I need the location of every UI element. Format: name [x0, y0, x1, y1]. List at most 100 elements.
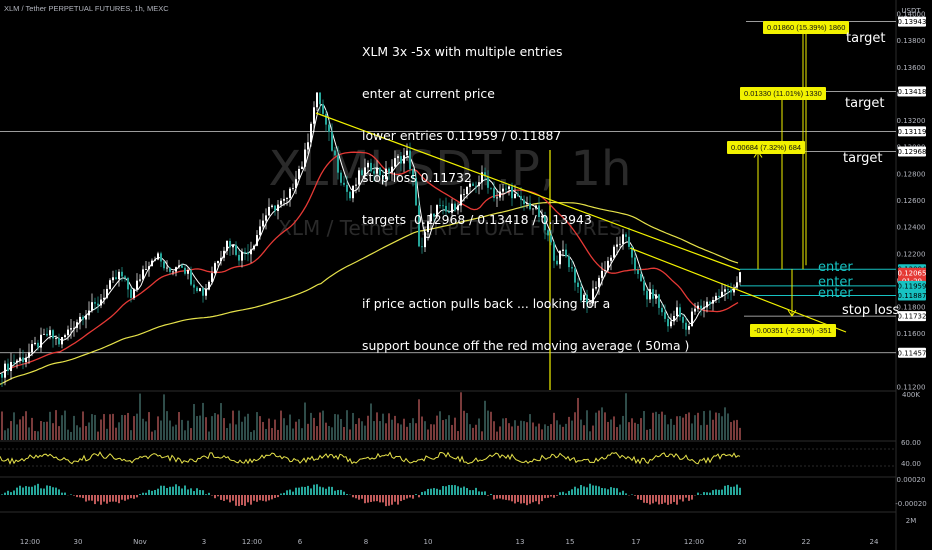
macd-bar	[466, 488, 468, 495]
macd-bar	[214, 495, 216, 499]
time-tick-label: 20	[738, 538, 747, 546]
volume-bar	[190, 428, 192, 440]
candle-body	[586, 294, 588, 304]
candle-body	[202, 288, 204, 296]
candle-body	[598, 277, 600, 288]
target-3-measure-box[interactable]: 0.01860 (15.39%) 1860	[763, 21, 850, 34]
volume-bar	[658, 414, 660, 440]
time-axis[interactable]: 12:00 30 Nov 3 12:00 6 8 10 13 15 17 12:00 20 22 24	[20, 538, 879, 546]
candle-body	[502, 188, 504, 192]
macd-bar	[181, 488, 183, 495]
price-label-bg	[898, 126, 926, 137]
price-tick-label: 0.13200	[897, 117, 926, 125]
macd-bar	[28, 486, 30, 495]
macd-bar	[634, 495, 636, 496]
volume-bar	[130, 430, 132, 440]
volume-bar	[157, 416, 159, 440]
volume-bar	[490, 411, 492, 440]
macd-bar	[88, 495, 90, 501]
macd-bar	[316, 484, 318, 495]
candle-body	[646, 290, 648, 300]
volume-bar	[673, 424, 675, 440]
candle-body	[445, 205, 447, 212]
pane-scale-label: 40.00	[901, 460, 921, 468]
price-tick-label: 0.11800	[897, 304, 926, 312]
macd-bar	[478, 491, 480, 495]
candle-body	[358, 170, 360, 185]
macd-bar	[4, 492, 6, 495]
target-1-label: target	[843, 151, 883, 166]
macd-bar	[613, 487, 615, 495]
candle-body	[499, 191, 501, 198]
volume-bar	[592, 425, 594, 440]
volume-bar	[241, 421, 243, 440]
macd-bar	[583, 486, 585, 495]
volume-bar	[106, 428, 108, 440]
volume-bar	[388, 413, 390, 440]
macd-bar	[52, 487, 54, 495]
candle-body	[241, 251, 243, 261]
time-tick-label: 22	[802, 538, 811, 546]
macd-bar	[589, 483, 591, 495]
macd-bar	[673, 495, 675, 502]
macd-bar	[154, 489, 156, 495]
volume-bar	[280, 410, 282, 440]
note-line: support bounce off the red moving averag…	[362, 338, 690, 353]
candle-body	[388, 168, 390, 173]
volume-bar	[67, 429, 69, 440]
candle-body	[607, 260, 609, 271]
target-2-measure-box[interactable]: 0.01330 (11.01%) 1330	[740, 87, 826, 100]
volume-bar	[520, 420, 522, 440]
target-1-measure-box[interactable]: 0.00684 (7.32%) 684	[727, 141, 806, 154]
stop-measure-box[interactable]: -0.00351 (-2.91%) -351	[750, 324, 836, 337]
volume-bar	[652, 412, 654, 440]
macd-bar	[472, 490, 474, 495]
macd-bar	[13, 490, 15, 495]
candle-body	[490, 187, 492, 189]
volume-bar	[55, 410, 57, 440]
macd-bar	[619, 492, 621, 495]
candle-body	[226, 240, 228, 251]
volume-bar	[127, 412, 129, 440]
time-tick-label: 10	[424, 538, 433, 546]
volume-bar	[385, 423, 387, 440]
macd-bar	[682, 495, 684, 502]
macd-bar	[337, 490, 339, 495]
volume-bar	[475, 424, 477, 440]
candle-body	[133, 289, 135, 298]
candle-body	[460, 194, 462, 206]
macd-bar	[73, 495, 75, 496]
candle-body	[520, 196, 522, 200]
volume-bar	[730, 422, 732, 440]
time-tick-label: 15	[566, 538, 575, 546]
candle-body	[178, 265, 180, 268]
lower-trendline	[629, 247, 847, 333]
macd-bar	[544, 495, 546, 499]
volume-bar	[76, 425, 78, 440]
volume-bar	[331, 427, 333, 440]
macd-bar	[187, 489, 189, 495]
macd-bar	[82, 495, 84, 499]
price-label-bg	[898, 146, 926, 157]
volume-bar	[256, 412, 258, 440]
price-axis[interactable]: 0.140000.138000.136000.134000.132000.130…	[895, 10, 927, 525]
macd-bar	[415, 494, 417, 495]
volume-bar	[367, 415, 369, 440]
macd-bar	[598, 486, 600, 495]
volume-bar	[136, 413, 138, 440]
candle-body	[232, 244, 234, 248]
volume-bar	[442, 420, 444, 440]
volume-bar	[19, 419, 21, 440]
volume-bar	[448, 415, 450, 440]
macd-bar	[538, 495, 540, 505]
candle-body	[592, 288, 594, 304]
volume-bar	[151, 431, 153, 440]
volume-bar	[301, 428, 303, 440]
candle-body	[664, 312, 666, 319]
candle-body	[154, 259, 156, 261]
currency-label[interactable]: USDT	[901, 7, 921, 15]
candle-body	[316, 92, 318, 108]
macd-bar	[43, 488, 45, 495]
candle-body	[400, 156, 402, 164]
volume-bar	[622, 415, 624, 440]
